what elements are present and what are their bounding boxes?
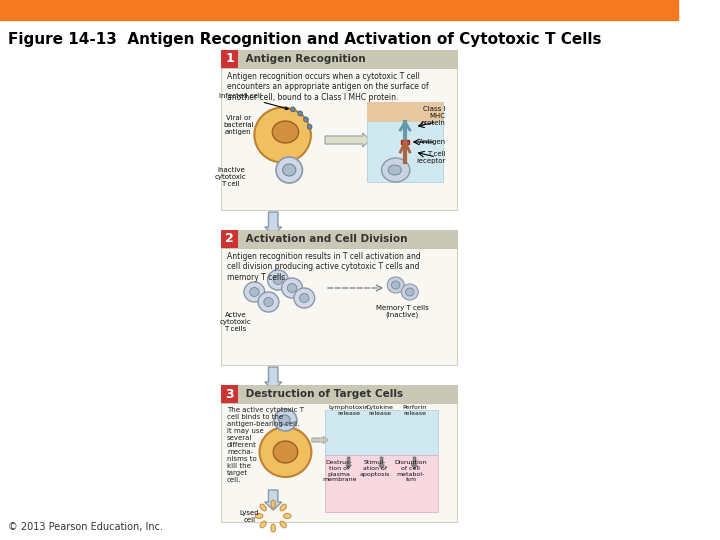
Text: Destruction of Target Cells: Destruction of Target Cells	[242, 389, 403, 399]
Ellipse shape	[244, 282, 265, 302]
Text: Memory T cells
(Inactive): Memory T cells (Inactive)	[376, 305, 428, 319]
FancyArrow shape	[265, 490, 282, 510]
FancyBboxPatch shape	[367, 102, 443, 122]
Ellipse shape	[272, 121, 299, 143]
Ellipse shape	[260, 504, 266, 511]
Ellipse shape	[273, 441, 297, 463]
Text: 3: 3	[225, 388, 234, 401]
Ellipse shape	[300, 294, 309, 302]
Text: T cell
receptor: T cell receptor	[416, 151, 446, 164]
Circle shape	[298, 111, 302, 116]
FancyBboxPatch shape	[221, 385, 238, 403]
Text: Activation and Cell Division: Activation and Cell Division	[242, 234, 408, 244]
Ellipse shape	[280, 521, 287, 528]
FancyArrow shape	[412, 457, 418, 469]
Text: The active cytotoxic T
cell binds to the
antigen-bearing cell.
It may use
severa: The active cytotoxic T cell binds to the…	[227, 407, 304, 483]
Ellipse shape	[271, 524, 276, 532]
Circle shape	[304, 117, 308, 122]
Ellipse shape	[276, 157, 302, 183]
Circle shape	[290, 107, 295, 112]
Text: Antigen recognition results in T cell activation and
cell division producing act: Antigen recognition results in T cell ac…	[227, 252, 420, 282]
Text: Antigen recognition occurs when a cytotoxic T cell
encounters an appropriate ant: Antigen recognition occurs when a cytoto…	[227, 72, 428, 102]
Ellipse shape	[273, 275, 283, 285]
FancyBboxPatch shape	[325, 455, 438, 512]
Ellipse shape	[254, 107, 311, 163]
Ellipse shape	[279, 415, 290, 425]
Text: © 2013 Pearson Education, Inc.: © 2013 Pearson Education, Inc.	[7, 522, 163, 532]
FancyArrow shape	[346, 457, 351, 469]
Ellipse shape	[256, 514, 263, 518]
FancyBboxPatch shape	[221, 248, 457, 365]
Text: Inactive
cytotoxic
T cell: Inactive cytotoxic T cell	[215, 167, 247, 187]
FancyArrow shape	[265, 367, 282, 390]
Text: Viral or
bacterial
antigen: Viral or bacterial antigen	[223, 115, 253, 135]
Bar	[0, 0, 678, 20]
FancyBboxPatch shape	[325, 410, 438, 455]
Text: 1: 1	[225, 52, 234, 65]
Text: Cytokine
release: Cytokine release	[366, 405, 394, 416]
Ellipse shape	[268, 270, 288, 290]
Ellipse shape	[382, 158, 410, 182]
Text: Stimul-
ation of
apoptosis: Stimul- ation of apoptosis	[360, 460, 390, 477]
Ellipse shape	[392, 281, 400, 289]
Text: Antigen: Antigen	[418, 139, 446, 145]
Text: Destruc-
tion of
plasma
membrane: Destruc- tion of plasma membrane	[322, 460, 356, 482]
FancyBboxPatch shape	[221, 385, 457, 403]
Ellipse shape	[264, 298, 273, 307]
Text: Active
cytotoxic
T cells: Active cytotoxic T cells	[220, 312, 251, 332]
Ellipse shape	[258, 292, 279, 312]
FancyArrow shape	[325, 133, 370, 147]
Ellipse shape	[259, 427, 311, 477]
FancyArrow shape	[265, 212, 282, 235]
FancyBboxPatch shape	[221, 50, 238, 68]
Text: Lymphotoxin
release: Lymphotoxin release	[328, 405, 369, 416]
Circle shape	[307, 124, 312, 130]
Text: 2: 2	[225, 233, 234, 246]
Bar	[401, 140, 409, 144]
Ellipse shape	[294, 288, 315, 308]
Ellipse shape	[250, 287, 259, 296]
Ellipse shape	[271, 500, 276, 508]
Text: Figure 14-13  Antigen Recognition and Activation of Cytotoxic T Cells: Figure 14-13 Antigen Recognition and Act…	[7, 32, 601, 47]
Ellipse shape	[401, 284, 418, 300]
FancyArrow shape	[312, 436, 328, 443]
Ellipse shape	[405, 288, 414, 296]
Text: Disruption
of cell
metabol-
ism: Disruption of cell metabol- ism	[395, 460, 427, 482]
Text: Perforin
release: Perforin release	[402, 405, 427, 416]
Text: Infected cell: Infected cell	[219, 93, 288, 110]
Ellipse shape	[274, 409, 297, 431]
Text: Antigen Recognition: Antigen Recognition	[242, 54, 366, 64]
Ellipse shape	[260, 521, 266, 528]
FancyBboxPatch shape	[221, 50, 457, 68]
FancyBboxPatch shape	[221, 68, 457, 210]
FancyArrow shape	[379, 457, 384, 469]
FancyBboxPatch shape	[221, 403, 457, 522]
Ellipse shape	[284, 514, 291, 518]
Ellipse shape	[287, 284, 297, 293]
Text: Class I
MHC
protein: Class I MHC protein	[420, 106, 446, 126]
Ellipse shape	[282, 278, 302, 298]
Ellipse shape	[283, 164, 296, 176]
FancyBboxPatch shape	[367, 102, 443, 182]
Text: Lysed
cell: Lysed cell	[240, 510, 259, 523]
FancyBboxPatch shape	[221, 230, 457, 248]
FancyBboxPatch shape	[221, 230, 238, 248]
Ellipse shape	[280, 504, 287, 511]
Ellipse shape	[387, 277, 404, 293]
Ellipse shape	[388, 165, 401, 175]
